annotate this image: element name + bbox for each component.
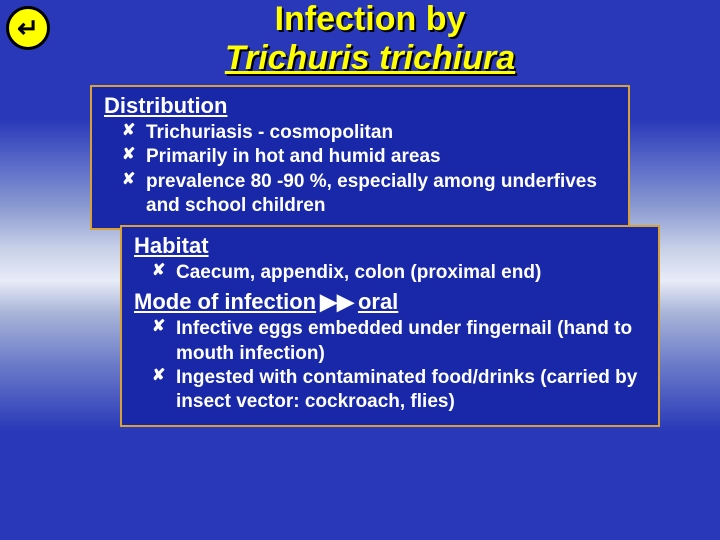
list-item: Trichuriasis - cosmopolitan xyxy=(126,121,616,145)
mode-label: Mode of infection xyxy=(134,289,316,314)
list-item: prevalence 80 -90 %, especially among un… xyxy=(126,170,616,219)
habitat-list: Caecum, appendix, colon (proximal end) xyxy=(134,261,646,285)
title-line-1: Infection by xyxy=(60,0,680,39)
distribution-heading: Distribution xyxy=(104,93,616,119)
list-item: Infective eggs embedded under fingernail… xyxy=(156,317,646,366)
back-arrow-icon: ↵ xyxy=(17,13,39,44)
habitat-heading: Habitat xyxy=(134,233,646,259)
double-arrow-icon: ▶▶ xyxy=(320,289,354,315)
habitat-mode-box: Habitat Caecum, appendix, colon (proxima… xyxy=(120,225,660,427)
list-item: Caecum, appendix, colon (proximal end) xyxy=(156,261,646,285)
mode-value: oral xyxy=(358,289,398,314)
slide-title: Infection by Trichuris trichiura xyxy=(60,0,680,78)
list-item: Ingested with contaminated food/drinks (… xyxy=(156,366,646,415)
list-item: Primarily in hot and humid areas xyxy=(126,145,616,169)
distribution-list: Trichuriasis - cosmopolitan Primarily in… xyxy=(104,121,616,218)
distribution-box: Distribution Trichuriasis - cosmopolitan… xyxy=(90,85,630,230)
back-button[interactable]: ↵ xyxy=(6,6,50,50)
mode-list: Infective eggs embedded under fingernail… xyxy=(134,317,646,414)
title-line-2: Trichuris trichiura xyxy=(60,39,680,78)
mode-heading: Mode of infection▶▶oral xyxy=(134,289,646,315)
